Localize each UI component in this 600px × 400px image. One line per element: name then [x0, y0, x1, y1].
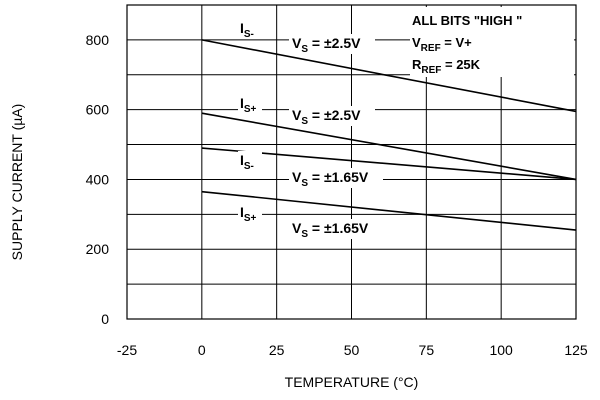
- label-backdrop: [238, 19, 262, 39]
- x-tick-label: -25: [117, 342, 137, 358]
- label-backdrop: [289, 168, 383, 188]
- x-tick-label: 125: [564, 342, 588, 358]
- series-annotations: IS- VS = ±2.5V IS+ VS = ±2.5V IS- VS = ±1.65V…: [238, 19, 383, 240]
- x-tick-label: 75: [419, 342, 435, 358]
- series-current-label: IS+: [240, 95, 257, 115]
- note-line-3: RREF = 25K: [412, 57, 481, 76]
- label-backdrop: [289, 106, 375, 126]
- x-tick-label: 100: [489, 342, 513, 358]
- y-tick-label: 400: [86, 171, 110, 187]
- label-backdrop: [238, 203, 262, 223]
- series-voltage-label: VS = ±2.5V: [292, 107, 361, 127]
- series-voltage-label: VS = ±1.65V: [292, 220, 369, 240]
- series-current-label: IS-: [240, 20, 254, 40]
- note-line-2: VREF = V+: [412, 35, 472, 54]
- series-current-label: IS-: [240, 152, 254, 172]
- label-backdrop: [238, 94, 262, 114]
- y-tick-label: 600: [86, 102, 110, 118]
- x-tick-label: 50: [344, 342, 360, 358]
- series-line-2: [201, 112, 577, 181]
- plot-frame: [126, 4, 577, 320]
- note-line-1: ALL BITS "HIGH ": [412, 13, 522, 28]
- series-voltage-label: VS = ±2.5V: [292, 35, 361, 55]
- series-current-label: IS+: [240, 204, 257, 224]
- series-lines: [201, 39, 577, 231]
- note-backdrop: [410, 7, 574, 77]
- label-backdrop: [289, 219, 383, 239]
- series-line-3: [201, 147, 577, 181]
- x-tick-labels: -25 0 25 50 75 100 125: [117, 342, 588, 358]
- x-axis-label: TEMPERATURE (°C): [285, 374, 419, 390]
- y-tick-label: 800: [86, 32, 110, 48]
- x-tick-label: 0: [198, 342, 206, 358]
- y-tick-labels: 0 200 400 600 800: [86, 32, 110, 327]
- y-tick-label: 200: [86, 241, 110, 257]
- y-axis-label: SUPPLY CURRENT (µA): [9, 104, 25, 261]
- conditions-note: ALL BITS "HIGH " VREF = V+ RREF = 25K: [410, 7, 574, 77]
- label-backdrop: [238, 151, 262, 171]
- series-line-1: [201, 39, 577, 113]
- series-line-4: [201, 190, 577, 231]
- y-tick-label: 0: [101, 311, 109, 327]
- label-backdrop: [289, 34, 375, 54]
- x-tick-label: 25: [269, 342, 285, 358]
- series-voltage-label: VS = ±1.65V: [292, 169, 369, 189]
